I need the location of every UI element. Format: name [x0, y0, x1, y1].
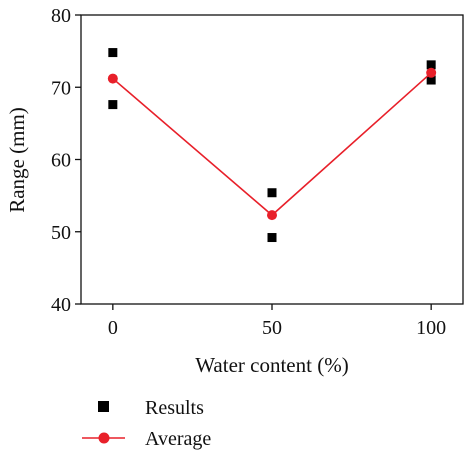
y-axis: 40 50 60 70 80	[51, 5, 81, 316]
x-axis: 0 50 100	[108, 304, 446, 339]
x-tick-label: 100	[416, 317, 446, 339]
legend-results-marker	[98, 401, 109, 412]
results-point	[108, 48, 118, 58]
average-point	[107, 73, 118, 84]
y-axis-title: Range (mm)	[5, 107, 29, 213]
average-point	[267, 210, 277, 221]
legend-results-label: Results	[145, 397, 204, 419]
plot-border	[80, 14, 464, 305]
y-tick-label: 70	[51, 77, 71, 99]
average-point	[426, 67, 437, 78]
results-point	[426, 60, 436, 70]
y-tick-label: 60	[51, 150, 71, 172]
results-point	[108, 100, 118, 110]
x-tick-label: 50	[262, 317, 282, 339]
plot-frame	[80, 14, 464, 305]
legend-average-label: Average	[145, 428, 211, 450]
x-tick-label: 0	[108, 317, 118, 339]
y-tick-label: 50	[51, 222, 71, 244]
series-layer	[107, 48, 437, 243]
y-tick-label: 40	[51, 294, 71, 316]
results-point	[267, 188, 277, 198]
x-axis-title: Water content (%)	[195, 353, 348, 377]
results-point	[426, 75, 436, 85]
legend-average-marker	[98, 432, 110, 444]
y-tick-label: 80	[51, 5, 71, 27]
legend: Results Average	[82, 397, 211, 450]
results-point	[267, 233, 277, 243]
